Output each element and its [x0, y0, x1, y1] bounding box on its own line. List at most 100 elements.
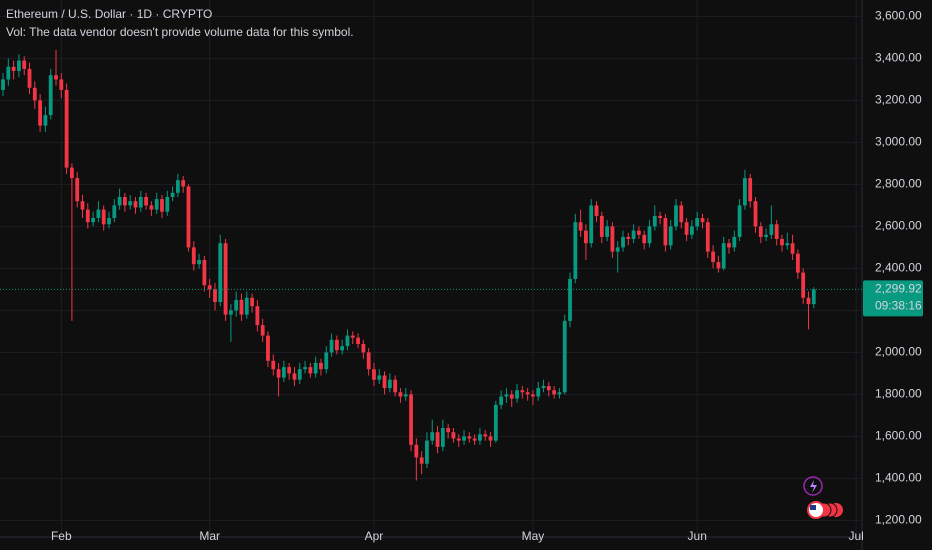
candle-body: [499, 396, 504, 405]
x-tick-label: May: [522, 529, 545, 543]
candle-body: [578, 222, 583, 231]
candle-body: [64, 89, 69, 168]
candle-body: [144, 197, 149, 206]
icon: [803, 476, 823, 496]
candle-body: [128, 201, 133, 206]
candle-body: [562, 320, 567, 393]
candle-body: [472, 438, 477, 441]
x-tick-label: Feb: [51, 529, 72, 543]
candle-body: [531, 394, 535, 397]
x-tick-label: Apr: [365, 529, 384, 543]
candle-body: [96, 209, 101, 218]
candle-body: [642, 234, 647, 244]
price-label-box: [863, 280, 923, 317]
candle-body: [753, 201, 758, 227]
candle-body: [234, 299, 239, 311]
candle-body: [356, 337, 360, 344]
candle-body: [334, 339, 339, 351]
candle-body: [372, 369, 376, 380]
candle-body: [695, 218, 700, 227]
candle-body: [387, 379, 392, 389]
candle-body: [207, 285, 212, 290]
y-tick-label: 3,600.00: [875, 9, 922, 23]
candle-body: [133, 201, 138, 208]
candle-body: [154, 199, 159, 210]
candle-body: [647, 226, 652, 244]
y-tick-label: 1,400.00: [875, 471, 922, 485]
candle-body: [520, 390, 525, 393]
candle-body: [329, 339, 334, 353]
candle-body: [202, 260, 207, 286]
candle-body: [621, 236, 625, 248]
candle-body: [769, 224, 774, 235]
candle-body: [17, 60, 21, 71]
y-tick-label: 2,400.00: [875, 261, 922, 275]
candle-body: [615, 247, 620, 252]
y-tick-label: 3,000.00: [875, 135, 922, 149]
candle-body: [515, 390, 519, 399]
candle-body: [493, 404, 498, 441]
candle-body: [1, 79, 5, 90]
candle-body: [32, 87, 37, 101]
y-tick-label: 1,200.00: [875, 513, 922, 527]
candle-body: [112, 205, 117, 218]
candle-body: [568, 278, 572, 321]
candle-body: [467, 436, 472, 439]
candle-body: [27, 68, 32, 88]
candle-body: [165, 197, 170, 212]
y-tick-label: 3,400.00: [875, 51, 922, 65]
candle-body: [541, 386, 546, 389]
candle-body: [303, 367, 307, 370]
candle-body: [59, 79, 64, 90]
candle-body: [218, 243, 223, 302]
candle-body: [70, 167, 74, 179]
candle-body: [292, 373, 297, 380]
candle-body: [313, 362, 318, 374]
candle-body: [48, 75, 53, 116]
candle-body: [393, 379, 398, 393]
candle-body: [276, 369, 281, 378]
candle-body: [610, 226, 615, 252]
candle-body: [191, 247, 196, 265]
candle-body: [748, 178, 753, 202]
candle-body: [557, 392, 562, 395]
candle-body: [626, 236, 631, 239]
candle-body: [456, 438, 461, 441]
candle-body: [149, 205, 154, 210]
candle-body: [122, 197, 127, 206]
candle-body: [138, 197, 143, 208]
candle-body: [435, 432, 440, 447]
candle-body: [414, 444, 419, 458]
candle-body: [38, 100, 43, 126]
candle-body: [705, 222, 710, 252]
candle-body: [811, 289, 816, 305]
candle-body: [742, 178, 747, 206]
candle-body: [525, 392, 530, 395]
chart-title: Ethereum / U.S. Dollar · 1D · CRYPTO: [6, 7, 212, 21]
candle-body: [419, 457, 424, 464]
candle-body: [6, 66, 11, 80]
candle-body: [409, 394, 413, 445]
candle-body: [801, 272, 806, 298]
candle-body: [186, 186, 191, 248]
candle-body: [780, 239, 784, 246]
candle-body: [80, 201, 85, 210]
candle-body: [668, 226, 673, 246]
candle-body: [350, 335, 355, 338]
y-tick-label: 2,600.00: [875, 219, 922, 233]
candle-body: [266, 335, 270, 361]
candle-body: [785, 243, 790, 246]
indicator-icons: [803, 476, 843, 519]
candle-body: [700, 218, 705, 223]
candle-body: [85, 209, 90, 223]
candle-body: [584, 230, 588, 244]
candle-body: [308, 367, 313, 374]
candle-body: [377, 375, 382, 380]
chart-subtitle: Vol: The data vendor doesn't provide vol…: [6, 25, 354, 39]
candle-body: [663, 218, 668, 246]
candle-body: [425, 440, 429, 464]
candle-body: [117, 197, 122, 206]
candle-body: [721, 243, 726, 269]
